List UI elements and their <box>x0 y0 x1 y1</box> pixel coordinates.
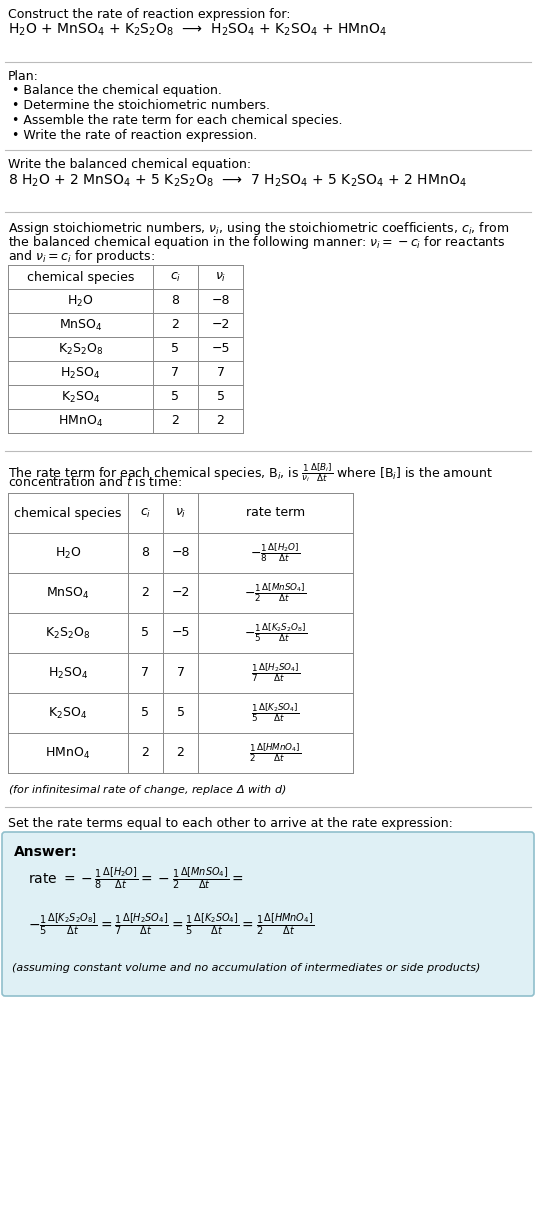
Text: H$_2$SO$_4$: H$_2$SO$_4$ <box>61 365 101 381</box>
Text: $\frac{1}{7}\frac{\Delta[H_2SO_4]}{\Delta t}$: $\frac{1}{7}\frac{\Delta[H_2SO_4]}{\Delt… <box>251 662 300 684</box>
Text: (for infinitesimal rate of change, replace Δ with $d$): (for infinitesimal rate of change, repla… <box>8 783 287 797</box>
Text: $-\frac{1}{8}\frac{\Delta[H_2O]}{\Delta t}$: $-\frac{1}{8}\frac{\Delta[H_2O]}{\Delta … <box>250 541 301 564</box>
Text: the balanced chemical equation in the following manner: $\nu_i = -c_i$ for react: the balanced chemical equation in the fo… <box>8 234 505 251</box>
Text: and $\nu_i = c_i$ for products:: and $\nu_i = c_i$ for products: <box>8 248 155 265</box>
Text: $-\frac{1}{5}\frac{\Delta[K_2S_2O_8]}{\Delta t} = \frac{1}{7}\frac{\Delta[H_2SO_: $-\frac{1}{5}\frac{\Delta[K_2S_2O_8]}{\D… <box>28 911 314 937</box>
Text: • Determine the stoichiometric numbers.: • Determine the stoichiometric numbers. <box>12 99 270 112</box>
Text: K$_2$S$_2$O$_8$: K$_2$S$_2$O$_8$ <box>58 341 103 357</box>
Text: HMnO$_4$: HMnO$_4$ <box>58 414 103 428</box>
Text: H$_2$O + MnSO$_4$ + K$_2$S$_2$O$_8$  ⟶  H$_2$SO$_4$ + K$_2$SO$_4$ + HMnO$_4$: H$_2$O + MnSO$_4$ + K$_2$S$_2$O$_8$ ⟶ H$… <box>8 22 388 39</box>
Text: 2: 2 <box>176 747 184 760</box>
Text: 2: 2 <box>172 318 180 332</box>
Text: H$_2$SO$_4$: H$_2$SO$_4$ <box>48 666 88 680</box>
Text: 7: 7 <box>142 667 150 679</box>
Text: $\nu_i$: $\nu_i$ <box>215 270 226 283</box>
Text: • Balance the chemical equation.: • Balance the chemical equation. <box>12 84 222 96</box>
Text: 5: 5 <box>142 707 150 720</box>
Text: 5: 5 <box>172 391 180 404</box>
Text: −5: −5 <box>211 343 230 356</box>
Text: $c_i$: $c_i$ <box>140 507 151 520</box>
Text: Set the rate terms equal to each other to arrive at the rate expression:: Set the rate terms equal to each other t… <box>8 816 453 830</box>
Text: Assign stoichiometric numbers, $\nu_i$, using the stoichiometric coefficients, $: Assign stoichiometric numbers, $\nu_i$, … <box>8 219 509 238</box>
Text: $\nu_i$: $\nu_i$ <box>175 507 186 520</box>
Text: rate $= -\frac{1}{8}\frac{\Delta[H_2O]}{\Delta t} = -\frac{1}{2}\frac{\Delta[MnS: rate $= -\frac{1}{8}\frac{\Delta[H_2O]}{… <box>28 865 244 891</box>
Text: Write the balanced chemical equation:: Write the balanced chemical equation: <box>8 158 251 171</box>
Text: • Assemble the rate term for each chemical species.: • Assemble the rate term for each chemic… <box>12 115 343 127</box>
Text: 5: 5 <box>217 391 225 404</box>
Text: concentration and $t$ is time:: concentration and $t$ is time: <box>8 475 182 488</box>
Text: K$_2$SO$_4$: K$_2$SO$_4$ <box>48 706 87 720</box>
Text: The rate term for each chemical species, B$_i$, is $\frac{1}{\nu_i}\frac{\Delta[: The rate term for each chemical species,… <box>8 461 493 484</box>
Text: $\frac{1}{5}\frac{\Delta[K_2SO_4]}{\Delta t}$: $\frac{1}{5}\frac{\Delta[K_2SO_4]}{\Delt… <box>251 702 300 725</box>
Text: 2: 2 <box>142 747 150 760</box>
Text: Answer:: Answer: <box>14 845 78 859</box>
Text: −8: −8 <box>171 546 190 560</box>
Text: H$_2$O: H$_2$O <box>67 293 94 309</box>
Text: 8: 8 <box>172 294 180 308</box>
Text: MnSO$_4$: MnSO$_4$ <box>46 585 90 601</box>
Text: (assuming constant volume and no accumulation of intermediates or side products): (assuming constant volume and no accumul… <box>12 964 480 973</box>
Text: 2: 2 <box>217 415 225 427</box>
Text: 7: 7 <box>217 367 225 380</box>
Text: 5: 5 <box>172 343 180 356</box>
Text: 5: 5 <box>176 707 184 720</box>
Text: K$_2$S$_2$O$_8$: K$_2$S$_2$O$_8$ <box>46 626 91 640</box>
Text: 2: 2 <box>142 586 150 599</box>
Text: −8: −8 <box>211 294 230 308</box>
Text: K$_2$SO$_4$: K$_2$SO$_4$ <box>61 390 100 404</box>
Text: HMnO$_4$: HMnO$_4$ <box>46 745 91 761</box>
Text: 5: 5 <box>142 626 150 639</box>
Text: −5: −5 <box>171 626 190 639</box>
Text: MnSO$_4$: MnSO$_4$ <box>59 317 102 333</box>
Text: 2: 2 <box>172 415 180 427</box>
Text: $-\frac{1}{5}\frac{\Delta[K_2S_2O_8]}{\Delta t}$: $-\frac{1}{5}\frac{\Delta[K_2S_2O_8]}{\D… <box>244 621 307 644</box>
Text: $c_i$: $c_i$ <box>170 270 181 283</box>
Text: 8 H$_2$O + 2 MnSO$_4$ + 5 K$_2$S$_2$O$_8$  ⟶  7 H$_2$SO$_4$ + 5 K$_2$SO$_4$ + 2 : 8 H$_2$O + 2 MnSO$_4$ + 5 K$_2$S$_2$O$_8… <box>8 172 467 189</box>
Text: $\frac{1}{2}\frac{\Delta[HMnO_4]}{\Delta t}$: $\frac{1}{2}\frac{\Delta[HMnO_4]}{\Delta… <box>249 742 302 765</box>
FancyBboxPatch shape <box>2 832 534 996</box>
Text: 8: 8 <box>142 546 150 560</box>
Text: Construct the rate of reaction expression for:: Construct the rate of reaction expressio… <box>8 8 291 21</box>
Text: chemical species: chemical species <box>14 507 122 520</box>
Text: 7: 7 <box>172 367 180 380</box>
Text: $-\frac{1}{2}\frac{\Delta[MnSO_4]}{\Delta t}$: $-\frac{1}{2}\frac{\Delta[MnSO_4]}{\Delt… <box>244 581 307 604</box>
Text: H$_2$O: H$_2$O <box>55 545 81 561</box>
Text: rate term: rate term <box>246 507 305 520</box>
Text: • Write the rate of reaction expression.: • Write the rate of reaction expression. <box>12 129 257 142</box>
Text: 7: 7 <box>176 667 184 679</box>
Text: −2: −2 <box>211 318 230 332</box>
Text: −2: −2 <box>172 586 190 599</box>
Text: Plan:: Plan: <box>8 70 39 83</box>
Text: chemical species: chemical species <box>27 270 134 283</box>
